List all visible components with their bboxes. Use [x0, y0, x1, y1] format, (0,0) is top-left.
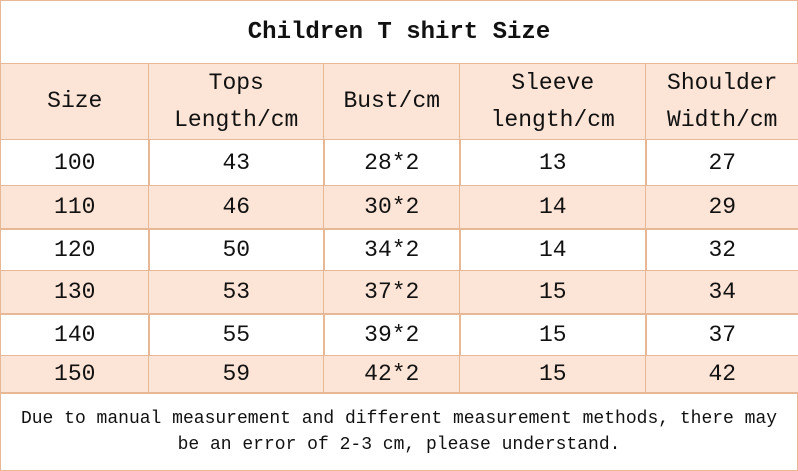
- table-cell: 14: [459, 185, 647, 230]
- table-cell: 34*2: [323, 228, 461, 272]
- header-cell: Sleeve length/cm: [459, 63, 647, 140]
- cell-text: 29: [708, 194, 737, 221]
- table-cell: 46: [148, 185, 325, 230]
- cell-text: 39*2: [364, 321, 420, 348]
- table-cell: 37*2: [323, 270, 461, 315]
- cell-text: 43: [222, 149, 251, 176]
- cell-text: 110: [54, 194, 96, 221]
- cell-text: 34: [708, 279, 737, 306]
- title-cell: Children T shirt Size: [0, 0, 798, 64]
- cell-text: 130: [54, 279, 96, 306]
- table-cell: 42*2: [323, 355, 461, 394]
- cell-text: 15: [538, 279, 567, 306]
- cell-text: 50: [222, 236, 251, 263]
- cell-text: 37*2: [364, 279, 420, 306]
- table-cell: 120: [0, 228, 150, 272]
- cell-text: 13: [538, 149, 567, 176]
- table-cell: 34: [645, 270, 798, 315]
- header-text: Width/cm: [667, 106, 778, 133]
- table-cell: 59: [148, 355, 325, 394]
- table-cell: 50: [148, 228, 325, 272]
- table-cell: 43: [148, 139, 325, 187]
- table-cell: 32: [645, 228, 798, 272]
- cell-text: 32: [708, 236, 737, 263]
- header-text: Length/cm: [174, 106, 299, 133]
- cell-text: 14: [538, 236, 567, 263]
- cell-text: 42*2: [364, 361, 420, 388]
- header-text: Shoulder: [667, 69, 778, 96]
- cell-text: 100: [54, 149, 96, 176]
- table-cell: 55: [148, 313, 325, 357]
- cell-text: 34*2: [364, 236, 420, 263]
- table-cell: 14: [459, 228, 647, 272]
- cell-text: 15: [538, 361, 567, 388]
- header-text: length/cm: [490, 106, 615, 133]
- table-cell: 100: [0, 139, 150, 187]
- table-cell: 37: [645, 313, 798, 357]
- header-cell: Size: [0, 63, 150, 140]
- cell-text: 15: [538, 321, 567, 348]
- footnote: Due to manual measurement and different …: [20, 408, 778, 455]
- header-cell: Bust/cm: [323, 63, 461, 140]
- table-title: Children T shirt Size: [247, 18, 551, 46]
- table-cell: 39*2: [323, 313, 461, 357]
- table-cell: 15: [459, 355, 647, 394]
- table-cell: 28*2: [323, 139, 461, 187]
- header-text: Bust/cm: [343, 88, 441, 114]
- header-cell: Tops Length/cm: [148, 63, 325, 140]
- table-cell: 130: [0, 270, 150, 315]
- table-cell: 29: [645, 185, 798, 230]
- cell-text: 37: [708, 321, 737, 348]
- table-cell: 150: [0, 355, 150, 394]
- table-cell: 15: [459, 270, 647, 315]
- cell-text: 30*2: [364, 194, 420, 221]
- cell-text: 59: [222, 361, 251, 388]
- table-cell: 42: [645, 355, 798, 394]
- header-cell: Shoulder Width/cm: [645, 63, 798, 140]
- table-cell: 13: [459, 139, 647, 187]
- header-text: Sleeve: [511, 69, 595, 96]
- table-cell: 110: [0, 185, 150, 230]
- cell-text: 46: [222, 194, 251, 221]
- cell-text: 14: [538, 194, 567, 221]
- footnote-cell: Due to manual measurement and different …: [0, 392, 798, 471]
- header-text: Tops: [208, 69, 264, 96]
- cell-text: 27: [708, 149, 737, 176]
- cell-text: 42: [708, 361, 737, 388]
- cell-text: 28*2: [364, 149, 420, 176]
- table-cell: 30*2: [323, 185, 461, 230]
- cell-text: 120: [54, 236, 96, 263]
- table-cell: 15: [459, 313, 647, 357]
- table-cell: 140: [0, 313, 150, 357]
- header-text: Size: [47, 88, 103, 114]
- cell-text: 150: [54, 361, 96, 388]
- cell-text: 55: [222, 321, 251, 348]
- cell-text: 53: [222, 279, 251, 306]
- table-cell: 53: [148, 270, 325, 315]
- cell-text: 140: [54, 321, 96, 348]
- table-cell: 27: [645, 139, 798, 187]
